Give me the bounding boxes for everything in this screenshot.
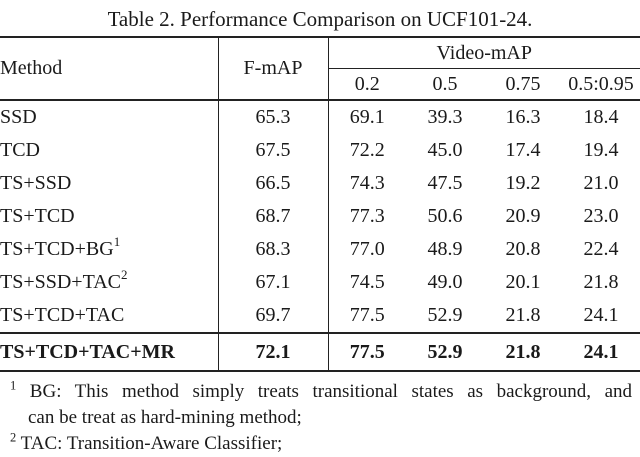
footnote-text: BG: This method simply treats transition…: [29, 381, 633, 402]
value-cell: 21.0: [583, 172, 619, 194]
value-cell: 69.1: [349, 106, 385, 128]
value-cell: 49.0: [427, 271, 463, 293]
fmap-cell: 68.7: [218, 200, 329, 233]
method-superscript: 2: [121, 267, 128, 283]
fmap-cell: 67.1: [218, 266, 329, 299]
col-header-fmap: F-mAP: [218, 37, 329, 101]
fmap-cell: 66.5: [218, 167, 329, 200]
footnote-marker: 1: [10, 378, 17, 393]
value-cell: 74.3: [349, 172, 385, 194]
method-cell: TS+SSD: [0, 167, 219, 200]
header-row-2: 0.2 0.5 0.75 0.5:0.95: [0, 68, 640, 101]
table-caption: Table 2. Performance Comparison on UCF10…: [107, 7, 533, 31]
value-cell: 20.9: [505, 205, 541, 227]
table-row: TS+TCD+BG1 68.3 77.0 48.9 20.8 22.4: [0, 233, 640, 266]
table-row: SSD 65.3 69.1 39.3 16.3 18.4: [0, 100, 640, 134]
col-header-method: Method: [0, 37, 219, 101]
col-header-threshold-02: 0.2: [328, 68, 406, 101]
col-header-threshold-05: 0.5: [406, 68, 484, 101]
value-cell: 16.3: [505, 106, 541, 128]
method-cell: TS+TCD: [0, 200, 219, 233]
value-cell: 72.2: [349, 139, 385, 161]
footnote-marker: 2: [10, 430, 17, 445]
value-cell: 77.5: [349, 304, 385, 326]
value-cell: 20.8: [505, 238, 541, 260]
table-row: TS+TCD+TAC 69.7 77.5 52.9 21.8 24.1: [0, 299, 640, 333]
method-cell: TS+TCD+TAC+MR: [0, 332, 219, 371]
value-cell: 74.5: [349, 271, 385, 293]
value-cell: 22.4: [583, 238, 619, 260]
table-row: TS+SSD+TAC2 67.1 74.5 49.0 20.1 21.8: [0, 266, 640, 299]
value-cell: 47.5: [427, 172, 463, 194]
col-header-threshold-05095: 0.5:0.95: [562, 68, 640, 101]
method-cell: SSD: [0, 100, 219, 134]
table-row: TCD 67.5 72.2 45.0 17.4 19.4: [0, 134, 640, 167]
value-cell: 77.3: [349, 205, 385, 227]
method-cell: TCD: [0, 134, 219, 167]
value-cell: 21.8: [583, 271, 619, 293]
value-cell: 77.5: [328, 332, 406, 371]
method-cell: TS+TCD+TAC: [0, 299, 219, 333]
value-cell: 19.4: [583, 139, 619, 161]
table-row: TS+SSD 66.5 74.3 47.5 19.2 21.0: [0, 167, 640, 200]
value-cell: 77.0: [349, 238, 385, 260]
footnote-1-line-1: 1 BG: This method simply treats transiti…: [10, 379, 632, 405]
col-header-threshold-075: 0.75: [484, 68, 562, 101]
fmap-cell: 67.5: [218, 134, 329, 167]
method-cell: TS+SSD+TAC2: [0, 266, 219, 299]
table-row: TS+TCD 68.7 77.3 50.6 20.9 23.0: [0, 200, 640, 233]
footnote-1-line-2: can be treat as hard-mining method;: [28, 407, 302, 428]
value-cell: 21.8: [505, 304, 541, 326]
col-header-video-map: Video-mAP: [328, 37, 640, 69]
highlight-row: TS+TCD+TAC+MR 72.1 77.5 52.9 21.8 24.1: [0, 332, 640, 371]
value-cell: 18.4: [583, 106, 619, 128]
paper-page: Table 2. Performance Comparison on UCF10…: [0, 7, 640, 454]
footnote-2: 2 TAC: Transition-Aware Classifier;: [10, 431, 632, 457]
value-cell: 23.0: [583, 205, 619, 227]
value-cell: 45.0: [427, 139, 463, 161]
value-cell: 52.9: [427, 304, 463, 326]
fmap-cell: 72.1: [218, 332, 329, 371]
value-cell: 21.8: [484, 332, 562, 371]
fmap-cell: 65.3: [218, 100, 329, 134]
value-cell: 24.1: [562, 332, 640, 371]
method-cell: TS+TCD+BG1: [0, 233, 219, 266]
value-cell: 19.2: [505, 172, 541, 194]
value-cell: 17.4: [505, 139, 541, 161]
fmap-cell: 68.3: [218, 233, 329, 266]
value-cell: 39.3: [427, 106, 463, 128]
value-cell: 50.6: [427, 205, 463, 227]
method-superscript: 1: [113, 234, 121, 250]
footnote-text: TAC: Transition-Aware Classifier;: [20, 433, 283, 454]
value-cell: 24.1: [583, 304, 619, 326]
header-row-1: Method F-mAP Video-mAP: [0, 37, 640, 101]
value-cell: 48.9: [427, 238, 463, 260]
footnotes: 1 BG: This method simply treats transiti…: [10, 379, 632, 457]
performance-table: Method F-mAP Video-mAP 0.2 0.5 0.75 0.5:…: [0, 36, 640, 372]
value-cell: 52.9: [406, 332, 484, 371]
fmap-cell: 69.7: [218, 299, 329, 333]
value-cell: 20.1: [505, 271, 541, 293]
